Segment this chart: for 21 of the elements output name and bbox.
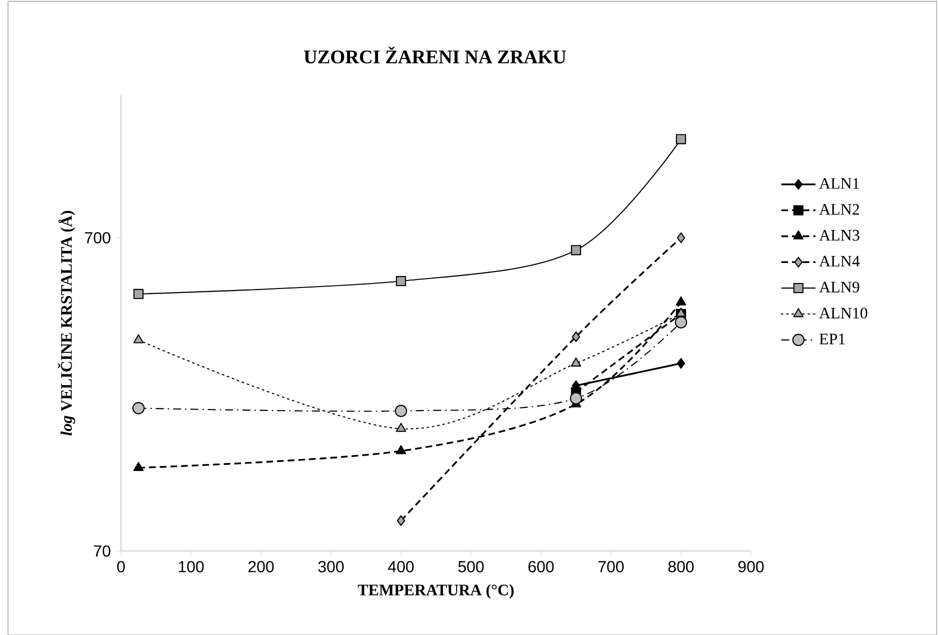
x-tick-label: 700	[598, 560, 624, 572]
x-tick-label: 300	[318, 560, 344, 572]
legend-label: ALN4	[819, 256, 860, 266]
x-tick-label: 500	[458, 560, 484, 572]
x-tick-label: 600	[528, 560, 554, 572]
legend-label: EP1	[819, 333, 845, 344]
x-tick-label: 100	[178, 560, 204, 572]
legend-label: ALN9	[819, 282, 860, 292]
y-axis-title: log VELIČINE KRSTALITA (Å)	[58, 210, 76, 436]
x-axis-title: TEMPERATURA (°C)	[358, 584, 514, 598]
x-tick-label: 900	[738, 560, 764, 572]
y-tick-label: 70	[94, 545, 110, 556]
x-tick-label: 200	[248, 560, 274, 572]
legend-label: ALN2	[819, 204, 859, 214]
legend-label: ALN3	[819, 230, 860, 240]
x-tick-label: 0	[117, 560, 125, 572]
legend-label: ALN10	[819, 307, 868, 318]
x-tick-label: 400	[388, 560, 414, 572]
x-tick-label: 800	[668, 560, 694, 572]
chart-title: UZORCI ŽARENI NA ZRAKU	[304, 46, 566, 64]
legend-label: ALN1	[819, 178, 859, 188]
